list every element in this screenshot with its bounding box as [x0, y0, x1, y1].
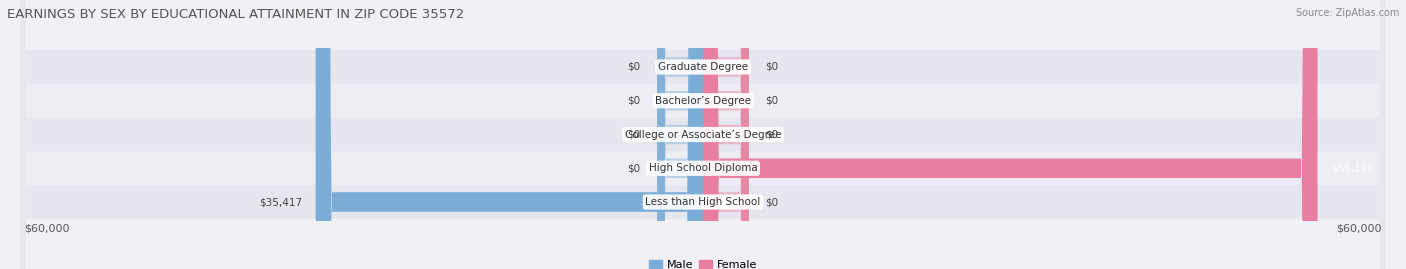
Text: $0: $0	[765, 96, 779, 106]
FancyBboxPatch shape	[703, 0, 1317, 269]
FancyBboxPatch shape	[703, 0, 749, 269]
FancyBboxPatch shape	[703, 0, 749, 269]
FancyBboxPatch shape	[21, 0, 1385, 269]
Text: $0: $0	[627, 62, 641, 72]
Text: College or Associate’s Degree: College or Associate’s Degree	[624, 129, 782, 140]
Text: $0: $0	[627, 96, 641, 106]
Text: Graduate Degree: Graduate Degree	[658, 62, 748, 72]
Text: Source: ZipAtlas.com: Source: ZipAtlas.com	[1295, 8, 1399, 18]
Text: $0: $0	[765, 62, 779, 72]
FancyBboxPatch shape	[21, 0, 1385, 269]
FancyBboxPatch shape	[703, 0, 749, 269]
FancyBboxPatch shape	[657, 0, 703, 269]
Text: EARNINGS BY SEX BY EDUCATIONAL ATTAINMENT IN ZIP CODE 35572: EARNINGS BY SEX BY EDUCATIONAL ATTAINMEN…	[7, 8, 464, 21]
Text: $35,417: $35,417	[260, 197, 302, 207]
FancyBboxPatch shape	[657, 0, 703, 269]
Text: High School Diploma: High School Diploma	[648, 163, 758, 173]
FancyBboxPatch shape	[657, 0, 703, 269]
Text: Less than High School: Less than High School	[645, 197, 761, 207]
Text: $0: $0	[765, 197, 779, 207]
Legend: Male, Female: Male, Female	[650, 260, 756, 269]
FancyBboxPatch shape	[21, 0, 1385, 269]
Text: $0: $0	[627, 129, 641, 140]
FancyBboxPatch shape	[21, 0, 1385, 269]
Text: $0: $0	[627, 163, 641, 173]
Text: $0: $0	[765, 129, 779, 140]
FancyBboxPatch shape	[657, 0, 703, 269]
FancyBboxPatch shape	[316, 0, 703, 269]
FancyBboxPatch shape	[703, 0, 749, 269]
FancyBboxPatch shape	[21, 0, 1385, 269]
Text: $56,196: $56,196	[1330, 163, 1374, 173]
Text: Bachelor’s Degree: Bachelor’s Degree	[655, 96, 751, 106]
